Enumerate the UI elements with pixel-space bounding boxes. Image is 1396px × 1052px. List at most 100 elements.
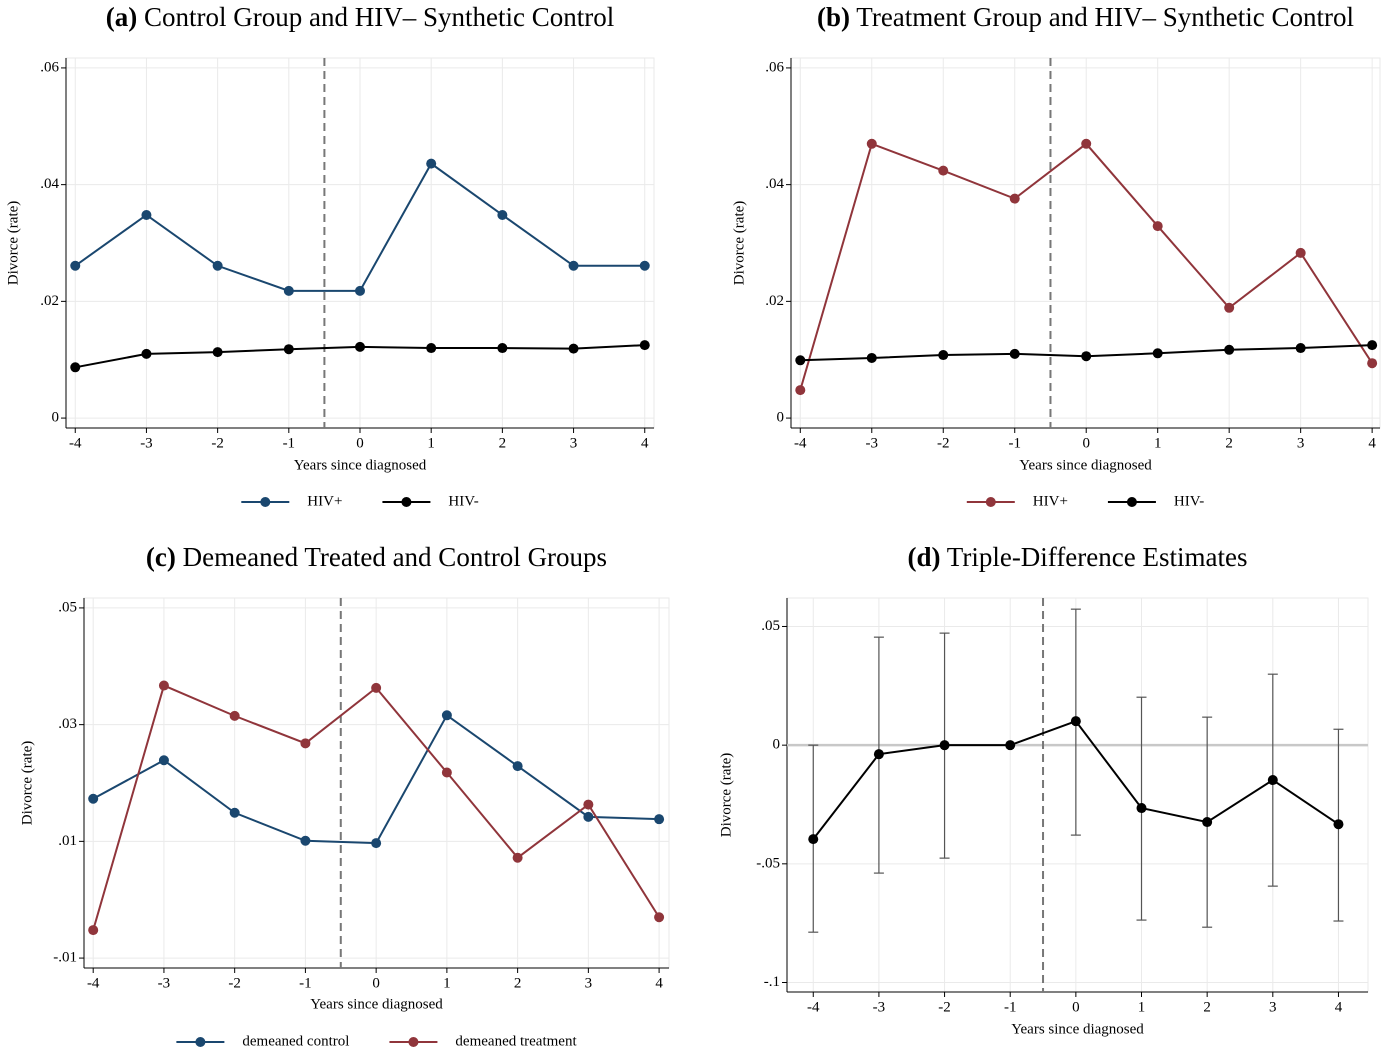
point: [300, 835, 311, 846]
x-tick-label: 2: [1225, 435, 1233, 451]
panel-label: (d): [908, 542, 941, 572]
point: [512, 852, 523, 863]
panel-title-text: Triple-Difference Estimates: [947, 542, 1248, 572]
y-axis-title: Divorce (rate): [718, 753, 734, 838]
point: [639, 260, 650, 271]
legend: HIV+ HIV-: [241, 493, 479, 509]
point: [1224, 344, 1235, 355]
point: [141, 348, 152, 359]
point: [88, 925, 99, 936]
panel-title: (a) Control Group and HIV– Synthetic Con…: [106, 2, 614, 32]
y-tick-label: -.1: [764, 974, 780, 990]
point: [371, 838, 382, 849]
point: [1005, 740, 1016, 751]
point: [426, 343, 437, 354]
legend-label: demeaned treatment: [455, 1033, 577, 1049]
y-tick-label: -.05: [756, 855, 780, 871]
x-tick-label: 3: [1297, 435, 1305, 451]
x-tick-label: 3: [585, 975, 593, 991]
x-tick-label: -3: [158, 975, 171, 991]
legend-marker: [1126, 497, 1137, 507]
y-tick-label: .01: [58, 833, 77, 849]
point: [141, 209, 152, 220]
point: [1070, 716, 1081, 727]
x-axis-title: Years since diagnosed: [1011, 1021, 1144, 1037]
legend-marker: [260, 497, 271, 507]
x-tick-label: -2: [211, 435, 224, 451]
panel-label: (c): [146, 542, 176, 572]
x-tick-label: -3: [140, 435, 153, 451]
point: [568, 260, 579, 271]
legend-marker: [408, 1037, 419, 1047]
x-tick-label: 2: [1203, 999, 1211, 1015]
y-tick-label: .03: [58, 716, 77, 732]
legend-marker: [401, 497, 412, 507]
point: [88, 793, 99, 804]
x-axis-title: Years since diagnosed: [294, 457, 427, 473]
x-tick-label: 0: [1082, 435, 1090, 451]
x-tick-label: -4: [69, 435, 82, 451]
x-tick-label: 2: [499, 435, 507, 451]
point: [1136, 803, 1147, 814]
x-tick-label: -1: [1008, 435, 1021, 451]
point: [283, 344, 294, 355]
point: [795, 385, 806, 396]
x-tick-label: 0: [1072, 999, 1080, 1015]
y-tick-label: 0: [52, 410, 60, 426]
x-tick-label: 3: [1269, 999, 1277, 1015]
legend-label: demeaned control: [242, 1033, 349, 1049]
point: [441, 767, 452, 778]
point: [1333, 819, 1344, 830]
x-tick-label: -3: [866, 435, 879, 451]
point: [654, 912, 665, 923]
point: [1367, 358, 1378, 369]
x-tick-label: -1: [1004, 999, 1017, 1015]
point: [1081, 138, 1092, 149]
x-tick-label: 4: [1335, 999, 1343, 1015]
legend: demeaned control demeaned treatment: [176, 1033, 577, 1049]
point: [229, 710, 240, 721]
y-tick-label: -.01: [53, 950, 77, 966]
legend-label: HIV+: [1033, 493, 1068, 509]
point: [355, 285, 365, 296]
y-tick-label: .06: [40, 59, 59, 75]
point: [300, 738, 311, 749]
x-tick-label: 0: [372, 975, 380, 991]
x-tick-label: 1: [443, 975, 451, 991]
y-tick-label: .02: [765, 293, 784, 309]
y-tick-label: .02: [40, 293, 59, 309]
x-tick-label: -2: [228, 975, 241, 991]
x-tick-label: 0: [356, 435, 364, 451]
x-tick-label: -3: [873, 999, 886, 1015]
point: [938, 350, 949, 361]
point: [426, 158, 437, 169]
point: [70, 260, 81, 271]
point: [639, 340, 650, 351]
panel-title-text: Control Group and HIV– Synthetic Control: [144, 2, 614, 32]
point: [1009, 193, 1020, 204]
point: [808, 834, 819, 845]
x-tick-label: -4: [794, 435, 807, 451]
y-tick-label: 0: [777, 410, 785, 426]
panel: (c) Demeaned Treated and Control Groups -…: [19, 542, 670, 1049]
x-tick-label: 4: [641, 435, 649, 451]
x-axis-title: Years since diagnosed: [310, 996, 443, 1012]
point: [866, 138, 877, 149]
legend-marker: [195, 1037, 206, 1047]
point: [1267, 775, 1278, 786]
point: [938, 165, 949, 176]
x-tick-label: -1: [283, 435, 296, 451]
legend: HIV+ HIV-: [966, 493, 1204, 509]
y-tick-label: .04: [40, 176, 59, 192]
plot-frame: [790, 57, 1381, 429]
x-tick-label: -1: [299, 975, 312, 991]
y-tick-label: .05: [58, 599, 77, 615]
x-tick-label: 1: [427, 435, 435, 451]
point: [795, 355, 806, 366]
point: [1367, 340, 1378, 351]
point: [654, 814, 665, 825]
point: [568, 343, 579, 354]
point: [939, 740, 950, 751]
point: [583, 799, 594, 810]
